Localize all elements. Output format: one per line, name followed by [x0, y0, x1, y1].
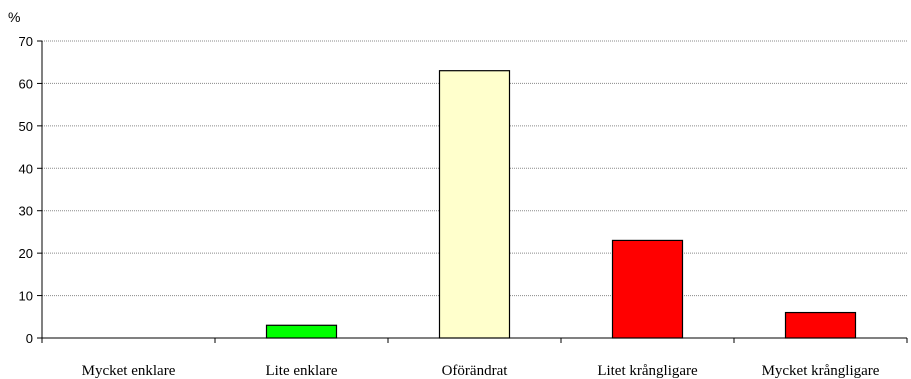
y-tick-label: 30	[19, 204, 33, 219]
bars	[265, 70, 857, 339]
y-tick-label: 0	[26, 331, 33, 346]
bar-2	[438, 70, 511, 339]
x-category-label: Litet krångligare	[597, 363, 698, 379]
y-tick-label: 70	[19, 34, 33, 49]
y-tick-label: 10	[19, 289, 33, 304]
bar-4	[784, 311, 857, 339]
y-tick-label: 60	[19, 76, 33, 91]
axes	[41, 41, 908, 343]
x-category-label: Mycket krångligare	[762, 363, 880, 379]
y-unit-label: %	[8, 9, 20, 25]
x-category-label: Mycket enklare	[82, 363, 176, 379]
y-axis-ticks: 0 10 20 30 40 50 60 70	[19, 34, 42, 346]
x-category-label: Oförändrat	[442, 363, 509, 379]
x-axis-labels: Mycket enklare Lite enklare Oförändrat Lite…	[82, 363, 880, 379]
x-category-label: Lite enklare	[265, 363, 337, 379]
y-tick-label: 40	[19, 161, 33, 176]
y-tick-label: 20	[19, 246, 33, 261]
bar-1	[265, 324, 338, 339]
y-tick-label: 50	[19, 119, 33, 134]
bar-3	[611, 239, 684, 339]
